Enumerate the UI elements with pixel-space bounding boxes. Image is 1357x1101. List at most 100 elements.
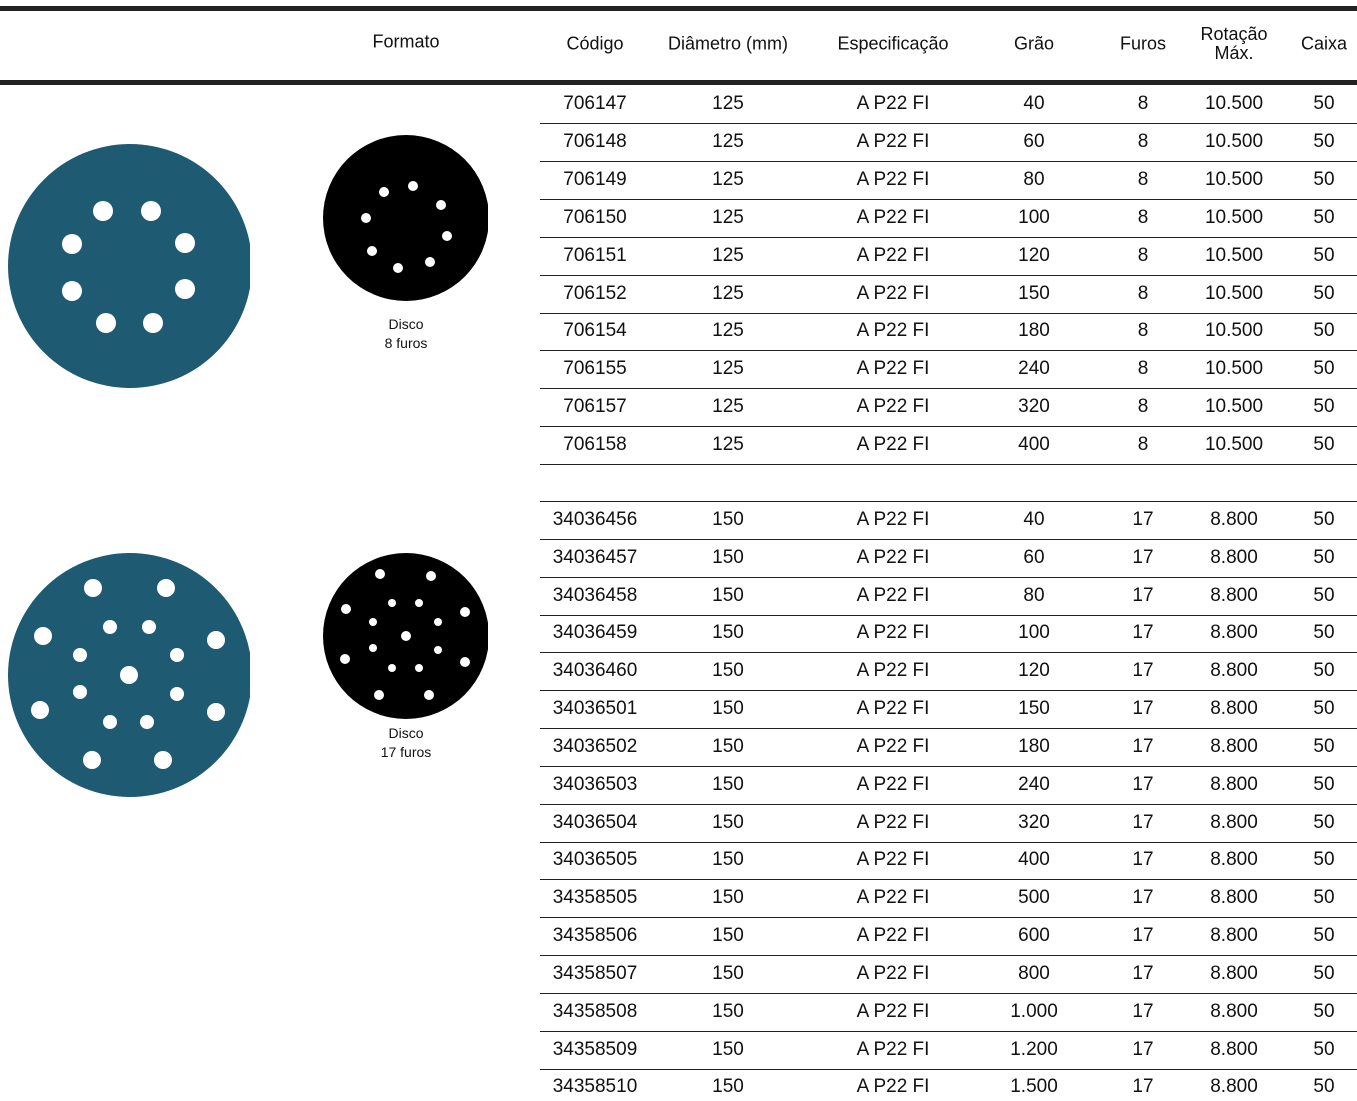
table-cell: A P22 FI <box>856 396 930 418</box>
table-cell: 8 <box>1137 358 1149 380</box>
table-cell: 125 <box>712 168 744 190</box>
table-cell: 17 <box>1132 849 1154 871</box>
table-cell: 50 <box>1313 1000 1335 1022</box>
row-rule <box>540 237 1357 238</box>
table-cell: 240 <box>1018 358 1050 380</box>
row-rule <box>540 313 1357 314</box>
table-cell: 10.500 <box>1204 396 1264 418</box>
header-cell: Rotação Máx. <box>1200 24 1268 63</box>
table-cell: 100 <box>1018 622 1050 644</box>
table-cell: 8.800 <box>1210 698 1258 720</box>
table-cell: A P22 FI <box>856 849 930 871</box>
table-cell: 8 <box>1137 320 1149 342</box>
table-cell: 10.500 <box>1204 358 1264 380</box>
table-cell: 40 <box>1023 509 1045 530</box>
table-cell: 150 <box>712 849 744 871</box>
table-cell: 17 <box>1132 925 1154 947</box>
table-cell: 34036459 <box>552 622 638 644</box>
table-cell: 17 <box>1132 811 1154 833</box>
table-cell: 10.500 <box>1204 130 1264 152</box>
table-cell: 17 <box>1132 509 1154 530</box>
table-cell: 10.500 <box>1204 93 1264 114</box>
table-cell: 10.500 <box>1204 320 1264 342</box>
table-cell: 50 <box>1313 584 1335 606</box>
table-cell: 400 <box>1018 849 1050 871</box>
table-cell: 150 <box>712 622 744 644</box>
row-rule <box>540 161 1357 162</box>
row-rule <box>540 993 1357 994</box>
table-cell: A P22 FI <box>856 698 930 720</box>
header-cell: Caixa <box>1300 33 1348 54</box>
table-cell: A P22 FI <box>856 1076 930 1098</box>
row-rule <box>540 275 1357 276</box>
table-cell: 80 <box>1023 584 1045 606</box>
table-cell: 50 <box>1313 434 1335 456</box>
table-cell: A P22 FI <box>856 735 930 757</box>
table-cell: 8.800 <box>1210 509 1258 530</box>
table-cell: 150 <box>1018 282 1050 304</box>
table-cell: A P22 FI <box>856 130 930 152</box>
table-cell: 8.800 <box>1210 1076 1258 1098</box>
table-cell: 60 <box>1023 130 1045 152</box>
table-cell: A P22 FI <box>856 887 930 909</box>
table-cell: 50 <box>1313 622 1335 644</box>
table-cell: 800 <box>1018 962 1050 984</box>
header-rule <box>0 80 1357 85</box>
table-cell: 34358507 <box>552 962 638 984</box>
table-cell: 10.500 <box>1204 434 1264 456</box>
table-cell: A P22 FI <box>856 925 930 947</box>
row-rule <box>540 842 1357 843</box>
table-cell: 34358508 <box>552 1000 638 1022</box>
table-cell: A P22 FI <box>856 509 930 530</box>
table-cell: 8.800 <box>1210 1000 1258 1022</box>
table-cell: 150 <box>712 811 744 833</box>
table-cell: 150 <box>712 584 744 606</box>
table-cell: 706158 <box>563 434 627 456</box>
table-cell: A P22 FI <box>856 622 930 644</box>
table-cell: 50 <box>1313 168 1335 190</box>
table-cell: 8 <box>1137 396 1149 418</box>
header-cell: Formato <box>372 31 440 52</box>
row-rule <box>540 426 1357 427</box>
table-cell: 125 <box>712 93 744 114</box>
table-cell: 50 <box>1313 546 1335 568</box>
table-cell: 17 <box>1132 546 1154 568</box>
table-cell: A P22 FI <box>856 773 930 795</box>
table-cell: 320 <box>1018 811 1050 833</box>
disc-17-holes-photo <box>8 553 250 797</box>
table-cell: 50 <box>1313 811 1335 833</box>
table-cell: 8.800 <box>1210 660 1258 682</box>
table-cell: 125 <box>712 244 744 266</box>
table-cell: 706149 <box>563 168 627 190</box>
table-cell: 8.800 <box>1210 735 1258 757</box>
table-cell: 8 <box>1137 168 1149 190</box>
table-cell: 34358505 <box>552 887 638 909</box>
table-cell: 8.800 <box>1210 925 1258 947</box>
table-cell: 17 <box>1132 735 1154 757</box>
header-cell: Especificação <box>837 33 949 54</box>
table-cell: 100 <box>1018 206 1050 228</box>
table-cell: 17 <box>1132 1038 1154 1060</box>
table-cell: 125 <box>712 282 744 304</box>
header-cell: Furos <box>1119 33 1167 54</box>
table-cell: 1.000 <box>1010 1000 1058 1022</box>
table-cell: 320 <box>1018 396 1050 418</box>
table-cell: 34036458 <box>552 584 638 606</box>
table-cell: 150 <box>712 698 744 720</box>
table-cell: A P22 FI <box>856 660 930 682</box>
table-cell: 34036502 <box>552 735 638 757</box>
image-caption: Disco 17 furos <box>381 724 432 762</box>
table-cell: 17 <box>1132 1076 1154 1098</box>
table-cell: 125 <box>712 434 744 456</box>
row-rule <box>540 879 1357 880</box>
header-cell: Grão <box>1013 33 1055 54</box>
disc-17-holes-icon <box>323 553 488 719</box>
table-cell: 8 <box>1137 206 1149 228</box>
table-cell: 50 <box>1313 1038 1335 1060</box>
table-cell: A P22 FI <box>856 206 930 228</box>
table-cell: 120 <box>1018 244 1050 266</box>
table-cell: 34358510 <box>552 1076 638 1098</box>
table-cell: 17 <box>1132 887 1154 909</box>
